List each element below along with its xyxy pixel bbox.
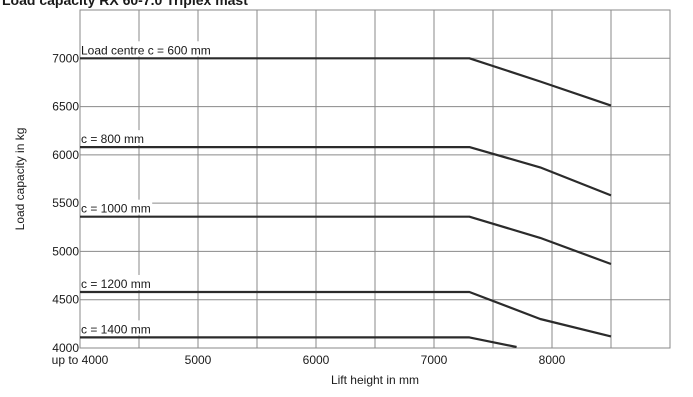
series-label-5: c = 1400 mm [81, 322, 151, 336]
x-tick-label: 6000 [303, 353, 330, 367]
series-labels: Load centre c = 600 mm c = 800 mm c = 1000… [80, 41, 213, 336]
y-tick-label: 5500 [52, 196, 79, 210]
x-tick-label: 7000 [421, 353, 448, 367]
y-tick-label: 4500 [52, 293, 79, 307]
y-axis-ticks: 4000 4500 5000 5500 6000 6500 7000 [52, 51, 79, 355]
y-tick-label: 6000 [52, 148, 79, 162]
series-lines [80, 57, 612, 349]
series-label-background [80, 320, 153, 336]
y-tick-label: 6500 [52, 100, 79, 114]
y-tick-label: 7000 [52, 51, 79, 65]
y-tick-label: 5000 [52, 244, 79, 258]
plot-frame [79, 9, 671, 349]
series-label-2: c = 800 mm [81, 132, 144, 146]
series-line-3 [80, 215, 612, 266]
x-tick-label: 8000 [539, 353, 566, 367]
series-label-background [80, 274, 153, 290]
series-label-background [80, 199, 153, 215]
x-axis-ticks: up to 4000 5000 6000 7000 8000 [52, 353, 566, 367]
series-line-5 [80, 336, 517, 349]
grid [80, 10, 670, 348]
series-label-background [80, 41, 213, 57]
series-line-2 [80, 146, 612, 197]
x-tick-label: up to 4000 [52, 353, 109, 367]
series-line-4 [80, 290, 612, 338]
series-label-4: c = 1200 mm [81, 277, 151, 291]
series-label-background [80, 130, 146, 146]
series-label-1: Load centre c = 600 mm [81, 43, 211, 57]
series-label-3: c = 1000 mm [81, 202, 151, 216]
y-tick-label: 4000 [52, 341, 79, 355]
chart-title: Load capacity RX 60-7.0 Triplex mast [2, 0, 248, 8]
x-axis-label: Lift height in mm [331, 373, 419, 387]
y-axis-label: Load capacity in kg [13, 128, 27, 231]
x-tick-label: 5000 [185, 353, 212, 367]
series-line-1 [80, 57, 612, 107]
